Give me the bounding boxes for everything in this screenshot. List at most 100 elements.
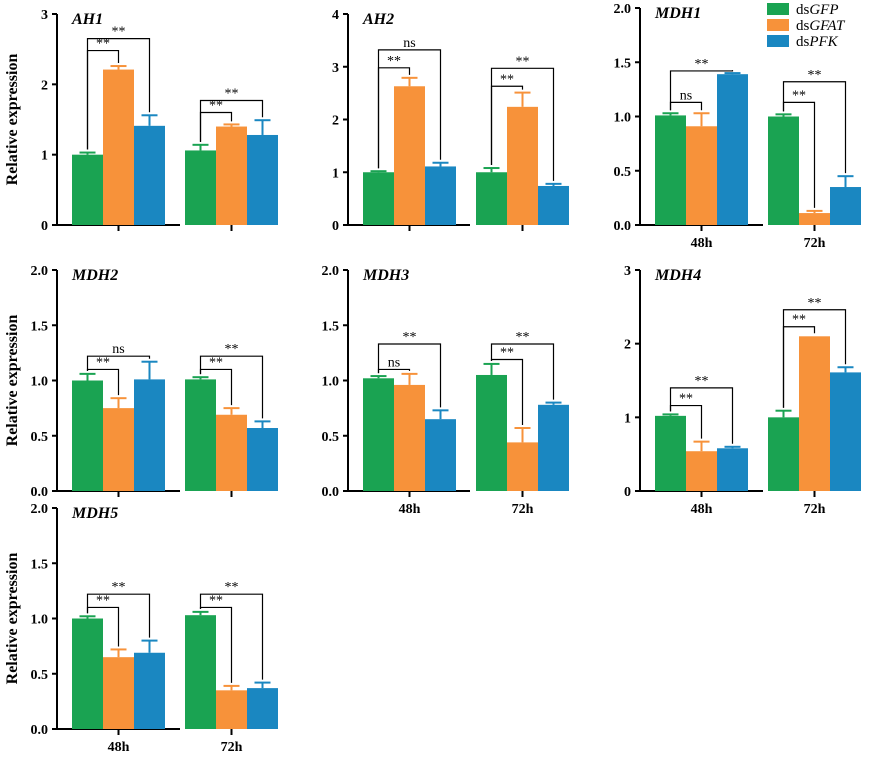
- bar-dsgfp-48h: [363, 378, 394, 491]
- significance-bracket: [199, 99, 264, 142]
- bar-dsgfp-48h: [72, 154, 103, 225]
- y-tick-label: 1.0: [614, 111, 632, 126]
- significance-label: **: [679, 392, 693, 407]
- bar-dsgfp-72h: [185, 150, 216, 225]
- significance-bracket: [377, 343, 442, 408]
- legend-label-gfp: dsGFP: [796, 2, 839, 18]
- panel-title: AH1: [71, 11, 103, 28]
- bar-dspfk-48h: [134, 652, 165, 729]
- legend: dsGFP dsGFAT dsPFK: [767, 2, 846, 50]
- y-tick-label: 0.5: [31, 668, 49, 683]
- y-tick-label: 1: [624, 411, 631, 426]
- y-tick-label: 0.0: [322, 485, 340, 500]
- significance-bracket: [377, 49, 442, 169]
- bar-dsgfat-48h: [103, 408, 134, 491]
- significance-label: ns: [112, 342, 124, 357]
- y-tick-label: 1: [332, 166, 339, 181]
- x-tick-label-72h: 72h: [221, 740, 243, 755]
- significance-label: **: [792, 88, 806, 103]
- significance-label: **: [500, 72, 514, 87]
- bar-dsgfat-72h: [799, 336, 830, 491]
- y-tick-label: 0.0: [31, 485, 49, 500]
- bar-dspfk-48h: [134, 379, 165, 491]
- legend-prefix: ds: [796, 34, 810, 50]
- y-tick-label: 0: [332, 219, 339, 234]
- x-tick-label-48h: 48h: [691, 236, 713, 251]
- significance-bracket: [782, 309, 847, 408]
- significance-bracket: [669, 387, 734, 444]
- significance-label: **: [695, 57, 709, 72]
- y-tick-label: 2.0: [31, 264, 49, 279]
- bar-dsgfat-48h: [103, 69, 134, 226]
- significance-bracket: [782, 81, 847, 174]
- significance-bracket: [669, 101, 703, 111]
- significance-label: **: [96, 37, 110, 52]
- significance-label: **: [112, 580, 126, 595]
- legend-prefix: ds: [796, 2, 810, 18]
- y-tick-label: 2.0: [31, 502, 49, 517]
- legend-swatch-gfp: [767, 3, 789, 15]
- legend-prefix: ds: [796, 18, 810, 34]
- significance-label: **: [516, 330, 530, 345]
- panel-title: AH2: [362, 11, 394, 28]
- y-tick-label: 4: [332, 8, 339, 23]
- bar-dsgfat-48h: [686, 451, 717, 491]
- y-tick-label: 2: [41, 78, 48, 93]
- bar-dsgfat-48h: [103, 657, 134, 729]
- bar-dsgfp-48h: [72, 618, 103, 729]
- y-axis-label: Relative expression: [4, 54, 21, 186]
- y-tick-label: 2: [624, 338, 631, 353]
- bar-dspfk-48h: [425, 166, 456, 225]
- bar-dspfk-48h: [717, 448, 748, 491]
- bar-dsgfp-48h: [363, 172, 394, 225]
- significance-label: **: [792, 313, 806, 328]
- x-tick-label-48h: 48h: [399, 502, 421, 517]
- y-tick-label: 1.0: [322, 375, 340, 390]
- bar-dspfk-72h: [538, 404, 569, 491]
- bar-dsgfp-48h: [655, 415, 686, 491]
- significance-label: **: [209, 593, 223, 608]
- y-tick-label: 1.5: [31, 319, 49, 334]
- bar-dsgfp-72h: [185, 379, 216, 491]
- bar-dspfk-72h: [247, 428, 278, 491]
- bar-dspfk-72h: [830, 187, 861, 225]
- y-tick-label: 2: [332, 114, 339, 129]
- significance-bracket: [199, 355, 264, 419]
- bar-dsgfp-72h: [185, 615, 216, 729]
- bar-dsgfp-72h: [476, 172, 507, 225]
- significance-bracket: [86, 593, 151, 638]
- significance-label: **: [516, 54, 530, 69]
- significance-label: **: [695, 374, 709, 389]
- significance-label: **: [808, 296, 822, 311]
- bar-dspfk-72h: [830, 372, 861, 491]
- y-tick-label: 0.0: [31, 723, 49, 738]
- bar-dsgfat-72h: [216, 414, 247, 491]
- y-tick-label: 1.5: [31, 557, 49, 572]
- y-axis-label: Relative expression: [4, 315, 21, 447]
- bar-dspfk-48h: [425, 419, 456, 491]
- y-tick-label: 1.5: [322, 319, 340, 334]
- legend-swatch-gfat: [767, 19, 789, 31]
- bar-dsgfp-72h: [768, 116, 799, 225]
- y-tick-label: 3: [41, 8, 48, 23]
- bar-dsgfat-72h: [507, 442, 538, 491]
- bar-dsgfp-48h: [72, 380, 103, 491]
- y-tick-label: 3: [332, 61, 339, 76]
- significance-label: **: [225, 580, 239, 595]
- significance-label: **: [387, 54, 401, 69]
- significance-label: **: [209, 355, 223, 370]
- y-tick-label: 0.5: [614, 165, 632, 180]
- bar-dsgfat-72h: [799, 213, 830, 225]
- significance-bracket: [490, 343, 555, 400]
- panel-title: MDH5: [71, 505, 118, 522]
- significance-label: **: [500, 346, 514, 361]
- legend-label-pfk: dsPFK: [796, 34, 839, 50]
- y-tick-label: 0.5: [322, 430, 340, 445]
- bar-dspfk-72h: [538, 185, 569, 225]
